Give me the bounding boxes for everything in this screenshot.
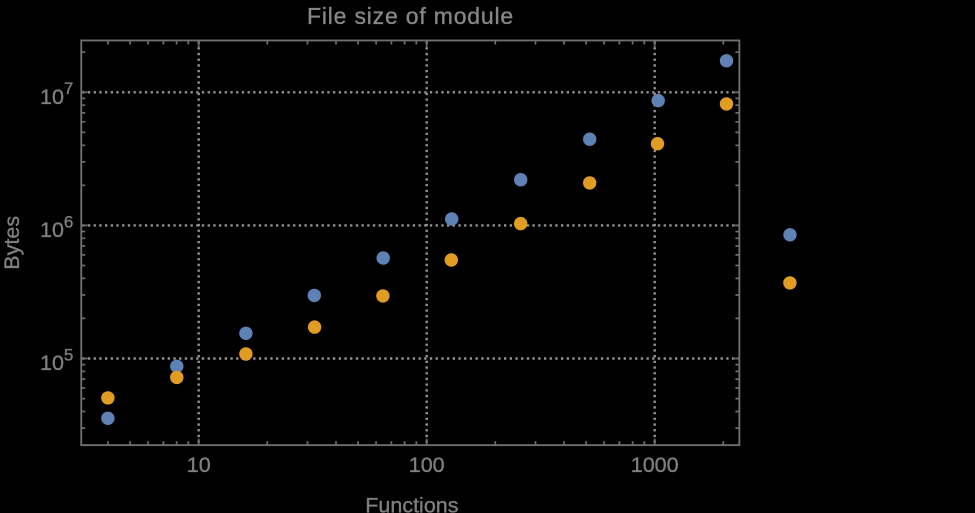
svg-text:1000: 1000 [631,453,679,477]
svg-text:Functions: Functions [365,493,458,513]
svg-text:10: 10 [187,453,211,477]
svg-text:File size of module: File size of module [307,3,514,29]
svg-text:107: 107 [40,79,73,109]
svg-text:100: 100 [409,453,445,477]
svg-text:Bytes: Bytes [0,216,24,270]
